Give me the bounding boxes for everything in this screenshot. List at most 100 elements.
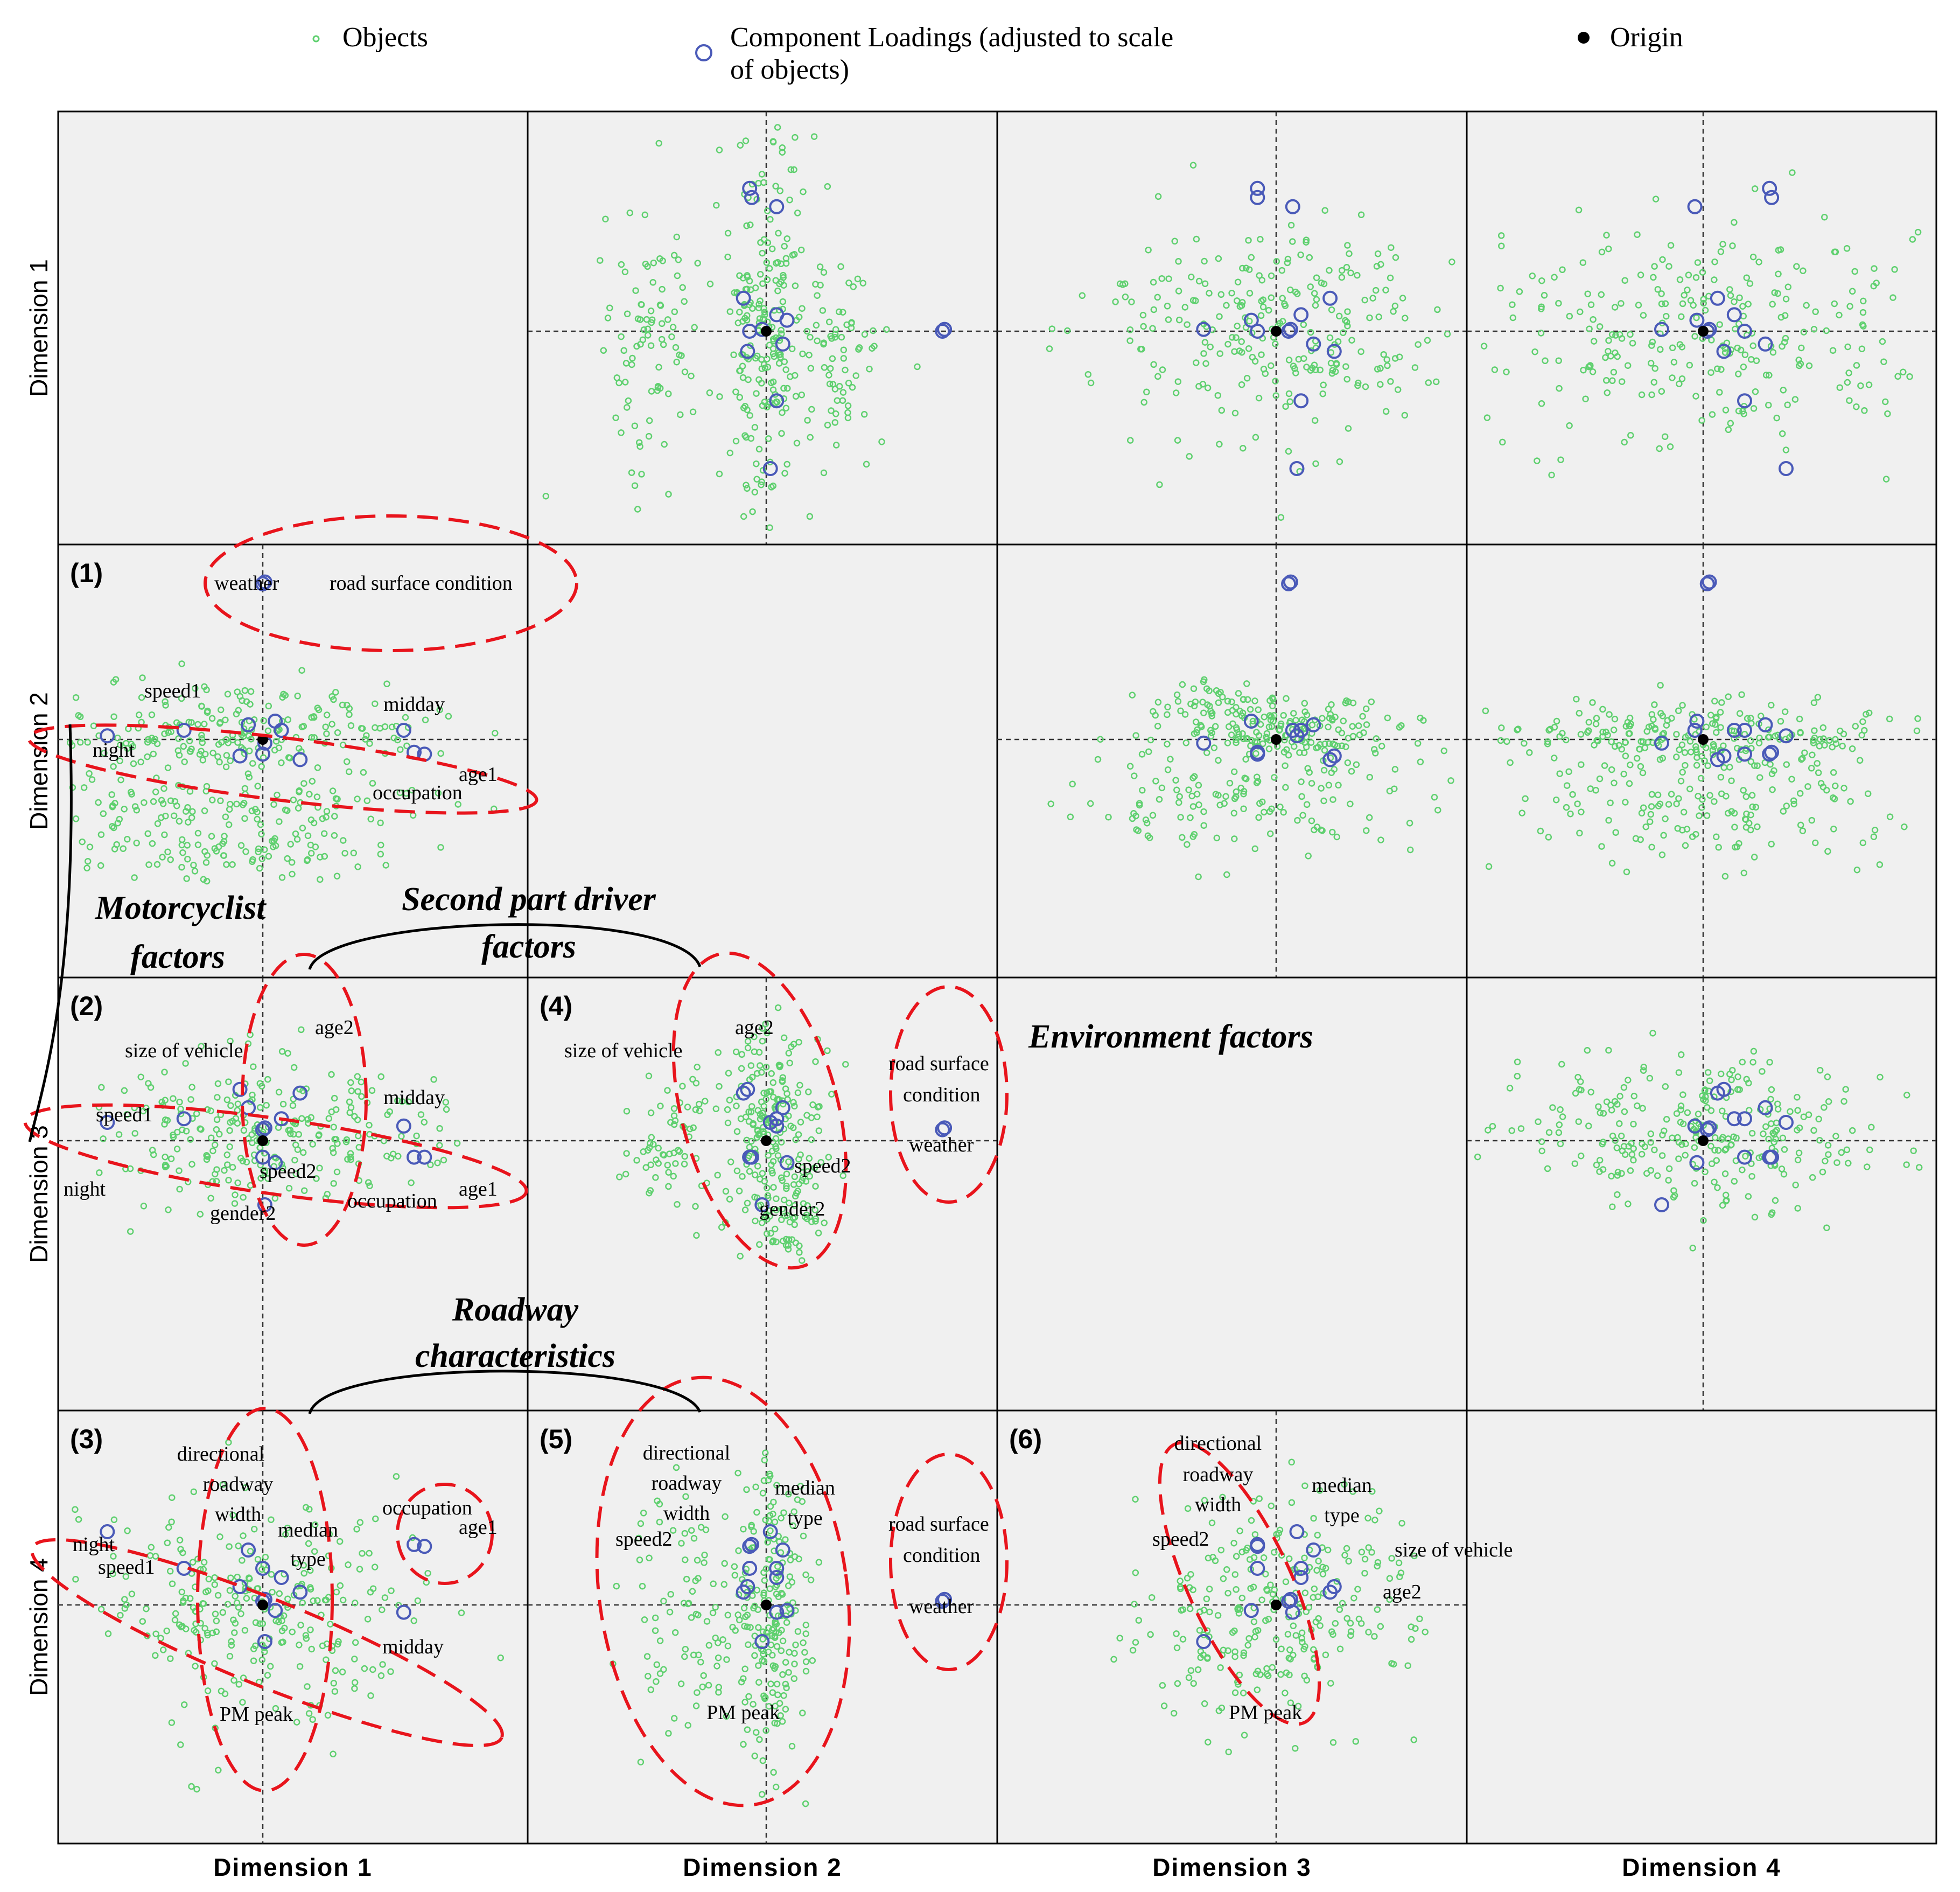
object-point bbox=[1538, 1138, 1545, 1146]
object-point bbox=[347, 1156, 354, 1163]
object-point bbox=[1563, 782, 1571, 789]
object-point bbox=[1750, 1048, 1758, 1055]
object-point bbox=[258, 763, 265, 770]
object-point bbox=[633, 1157, 640, 1164]
object-point bbox=[198, 735, 206, 742]
object-point bbox=[261, 1648, 268, 1656]
object-point bbox=[670, 252, 678, 259]
object-point bbox=[1864, 1163, 1871, 1170]
object-point bbox=[321, 853, 328, 860]
object-point bbox=[1312, 460, 1319, 467]
object-point bbox=[1184, 841, 1191, 848]
object-point bbox=[681, 298, 688, 305]
object-point bbox=[854, 275, 862, 283]
object-point bbox=[702, 1526, 710, 1533]
object-point bbox=[1322, 1651, 1329, 1658]
object-point bbox=[1237, 784, 1244, 792]
object-point bbox=[1754, 823, 1761, 830]
object-point bbox=[377, 1672, 385, 1679]
object-point bbox=[697, 1658, 704, 1666]
object-point bbox=[248, 1131, 255, 1139]
object-point bbox=[1224, 340, 1231, 348]
object-point bbox=[755, 301, 762, 308]
object-point bbox=[98, 1084, 105, 1091]
loading-points bbox=[1654, 574, 1794, 767]
object-point bbox=[758, 171, 766, 178]
object-point bbox=[1110, 1656, 1117, 1663]
object-point bbox=[276, 818, 283, 825]
object-point bbox=[322, 723, 329, 730]
object-point bbox=[1598, 248, 1606, 256]
object-point bbox=[127, 788, 135, 796]
object-point bbox=[1816, 1066, 1824, 1074]
roadway-bracket bbox=[308, 1370, 702, 1414]
object-point bbox=[1388, 1660, 1395, 1667]
object-point bbox=[832, 410, 839, 417]
object-point bbox=[1608, 738, 1615, 745]
object-point bbox=[313, 793, 321, 800]
object-point bbox=[1340, 717, 1347, 724]
object-point bbox=[1775, 270, 1782, 277]
object-point bbox=[781, 358, 788, 365]
object-point bbox=[395, 1153, 402, 1160]
object-point bbox=[1700, 299, 1707, 307]
object-point bbox=[364, 1616, 372, 1623]
object-point bbox=[827, 365, 834, 372]
object-point bbox=[1386, 1575, 1394, 1582]
object-point bbox=[207, 1107, 214, 1114]
object-point bbox=[1164, 711, 1171, 718]
object-point bbox=[1046, 345, 1053, 352]
object-point bbox=[1329, 828, 1336, 836]
object-point bbox=[311, 1548, 318, 1555]
object-point bbox=[1376, 1507, 1383, 1514]
object-point bbox=[1578, 808, 1585, 815]
object-point bbox=[1173, 691, 1181, 699]
object-point bbox=[379, 1606, 386, 1614]
object-point bbox=[1844, 379, 1851, 386]
object-point bbox=[661, 441, 668, 448]
loading-point bbox=[1687, 199, 1703, 214]
object-point bbox=[1201, 1700, 1208, 1707]
object-point bbox=[259, 1620, 267, 1627]
ellipse-environment-p4 bbox=[889, 985, 1009, 1204]
object-point bbox=[131, 874, 138, 881]
object-point bbox=[1206, 1608, 1213, 1616]
object-point bbox=[1651, 263, 1658, 270]
variable-label: midday bbox=[382, 1636, 444, 1658]
object-point bbox=[766, 524, 773, 531]
object-point bbox=[215, 1767, 222, 1774]
object-point bbox=[700, 1672, 707, 1679]
loading-point bbox=[1716, 344, 1732, 359]
object-point bbox=[198, 1043, 205, 1050]
object-point bbox=[824, 422, 831, 429]
object-point bbox=[699, 1683, 706, 1691]
object-point bbox=[1589, 368, 1597, 375]
object-point bbox=[779, 1074, 787, 1081]
object-point bbox=[1714, 1147, 1722, 1154]
object-point bbox=[1711, 1147, 1718, 1154]
object-point bbox=[176, 1537, 184, 1544]
object-point bbox=[329, 1144, 336, 1152]
object-point bbox=[1285, 751, 1292, 759]
object-point bbox=[1542, 357, 1549, 365]
object-point bbox=[1607, 799, 1614, 806]
object-point bbox=[1611, 743, 1619, 750]
object-point bbox=[789, 252, 796, 259]
object-point bbox=[214, 753, 221, 760]
object-point bbox=[831, 334, 839, 341]
object-point bbox=[1590, 316, 1597, 323]
object-point bbox=[1800, 329, 1808, 336]
object-point bbox=[1233, 1586, 1240, 1593]
object-point bbox=[1751, 185, 1759, 192]
object-point bbox=[1255, 814, 1262, 821]
object-point bbox=[1279, 318, 1286, 325]
object-point bbox=[1871, 826, 1879, 834]
object-point bbox=[279, 1100, 287, 1108]
variable-label: speed2 bbox=[260, 1160, 317, 1183]
object-point bbox=[1609, 377, 1616, 385]
object-point bbox=[1365, 1629, 1372, 1636]
panel-frame bbox=[996, 543, 1468, 979]
object-point bbox=[421, 1119, 428, 1126]
object-point bbox=[1812, 308, 1819, 316]
object-point bbox=[1673, 731, 1680, 738]
